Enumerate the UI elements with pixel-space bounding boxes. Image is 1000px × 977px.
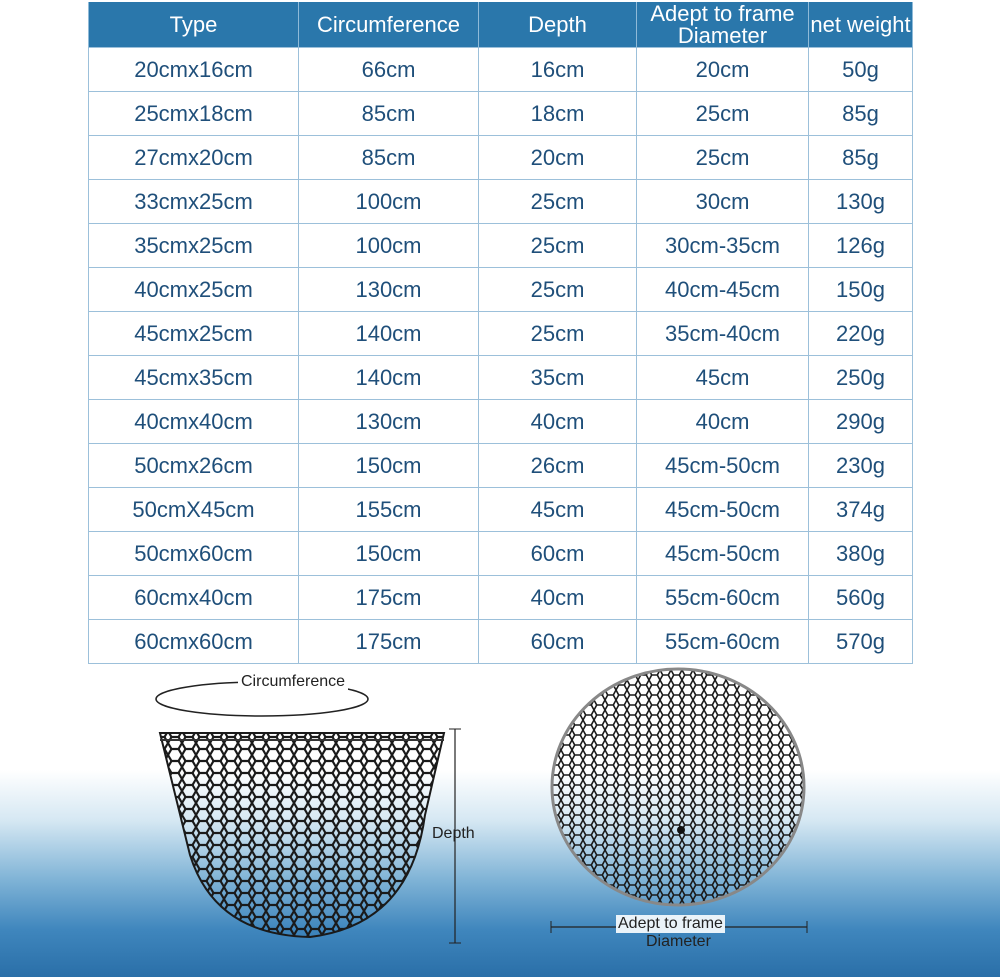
spec-table: Type Circumference Depth Adept to frame Dia… <box>88 2 913 664</box>
column-header: Circumference <box>298 2 479 48</box>
table-cell: 380g <box>808 531 913 576</box>
table-cell: 55cm-60cm <box>636 575 809 620</box>
table-cell: 30cm <box>636 179 809 224</box>
diameter-label-line2: Diameter <box>646 933 711 950</box>
table-cell: 60cmx60cm <box>88 619 299 664</box>
table-cell: 45cm-50cm <box>636 443 809 488</box>
table-row: 25cmx18cm 85cm 18cm 25cm 85g <box>88 91 913 136</box>
table-row: 40cmx25cm 130cm 25cm 40cm-45cm 150g <box>88 267 913 312</box>
circumference-label: Circumference <box>238 673 349 691</box>
table-cell: 45cm <box>636 355 809 400</box>
table-header-row: Type Circumference Depth Adept to frame Dia… <box>88 2 913 48</box>
table-cell: 25cm <box>636 135 809 180</box>
net-diagram: Circumference Depth Adept to frame Diame… <box>0 665 1000 977</box>
table-cell: 85cm <box>298 91 479 136</box>
table-row: 60cmx60cm 175cm 60cm 55cm-60cm 570g <box>88 619 913 664</box>
table-cell: 374g <box>808 487 913 532</box>
table-cell: 100cm <box>298 223 479 268</box>
table-cell: 60cm <box>478 531 637 576</box>
table-cell: 150cm <box>298 531 479 576</box>
table-cell: 60cm <box>478 619 637 664</box>
table-row: 40cmx40cm 130cm 40cm 40cm 290g <box>88 399 913 444</box>
table-row: 20cmx16cm 66cm 16cm 20cm 50g <box>88 47 913 92</box>
table-cell: 25cm <box>636 91 809 136</box>
table-cell: 50cmx26cm <box>88 443 299 488</box>
table-cell: 155cm <box>298 487 479 532</box>
table-cell: 85cm <box>298 135 479 180</box>
table-cell: 50g <box>808 47 913 92</box>
table-cell: 35cm-40cm <box>636 311 809 356</box>
table-cell: 140cm <box>298 311 479 356</box>
table-cell: 290g <box>808 399 913 444</box>
table-row: 45cmx35cm 140cm 35cm 45cm 250g <box>88 355 913 400</box>
table-cell: 33cmx25cm <box>88 179 299 224</box>
table-cell: 140cm <box>298 355 479 400</box>
table-cell: 26cm <box>478 443 637 488</box>
table-cell: 25cm <box>478 223 637 268</box>
table-cell: 25cm <box>478 267 637 312</box>
table-row: 33cmx25cm 100cm 25cm 30cm 130g <box>88 179 913 224</box>
table-cell: 45cmx25cm <box>88 311 299 356</box>
table-cell: 40cm <box>478 399 637 444</box>
table-cell: 66cm <box>298 47 479 92</box>
table-row: 45cmx25cm 140cm 25cm 35cm-40cm 220g <box>88 311 913 356</box>
table-cell: 85g <box>808 135 913 180</box>
table-cell: 35cm <box>478 355 637 400</box>
table-row: 50cmx60cm 150cm 60cm 45cm-50cm 380g <box>88 531 913 576</box>
frame-net <box>550 667 806 907</box>
table-cell: 130cm <box>298 267 479 312</box>
table-cell: 150g <box>808 267 913 312</box>
table-cell: 20cm <box>636 47 809 92</box>
table-row: 35cmx25cm 100cm 25cm 30cm-35cm 126g <box>88 223 913 268</box>
side-net <box>158 732 446 939</box>
table-cell: 85g <box>808 91 913 136</box>
table-cell: 40cm <box>636 399 809 444</box>
table-cell: 130cm <box>298 399 479 444</box>
table-cell: 40cmx40cm <box>88 399 299 444</box>
table-cell: 25cmx18cm <box>88 91 299 136</box>
table-cell: 50cmX45cm <box>88 487 299 532</box>
depth-label: Depth <box>432 825 475 842</box>
table-cell: 25cm <box>478 179 637 224</box>
table-cell: 175cm <box>298 575 479 620</box>
column-header: Type <box>88 2 299 48</box>
table-cell: 130g <box>808 179 913 224</box>
table-cell: 45cmx35cm <box>88 355 299 400</box>
table-cell: 570g <box>808 619 913 664</box>
table-cell: 60cmx40cm <box>88 575 299 620</box>
table-cell: 27cmx20cm <box>88 135 299 180</box>
table-cell: 220g <box>808 311 913 356</box>
table-cell: 45cm-50cm <box>636 487 809 532</box>
diameter-label-line1: Adept to frame <box>616 915 725 933</box>
table-cell: 175cm <box>298 619 479 664</box>
table-cell: 18cm <box>478 91 637 136</box>
table-cell: 45cm <box>478 487 637 532</box>
column-header: Depth <box>478 2 637 48</box>
table-cell: 250g <box>808 355 913 400</box>
table-cell: 560g <box>808 575 913 620</box>
table-row: 50cmx26cm 150cm 26cm 45cm-50cm 230g <box>88 443 913 488</box>
table-row: 27cmx20cm 85cm 20cm 25cm 85g <box>88 135 913 180</box>
table-cell: 40cm <box>478 575 637 620</box>
column-header: net weight <box>808 2 913 48</box>
table-cell: 55cm-60cm <box>636 619 809 664</box>
table-cell: 126g <box>808 223 913 268</box>
table-cell: 16cm <box>478 47 637 92</box>
table-cell: 40cm-45cm <box>636 267 809 312</box>
table-row: 50cmX45cm 155cm 45cm 45cm-50cm 374g <box>88 487 913 532</box>
table-cell: 45cm-50cm <box>636 531 809 576</box>
table-row: 60cmx40cm 175cm 40cm 55cm-60cm 560g <box>88 575 913 620</box>
table-cell: 30cm-35cm <box>636 223 809 268</box>
table-cell: 35cmx25cm <box>88 223 299 268</box>
table-cell: 150cm <box>298 443 479 488</box>
column-header: Adept to frame Diameter <box>636 2 809 48</box>
table-cell: 50cmx60cm <box>88 531 299 576</box>
table-cell: 40cmx25cm <box>88 267 299 312</box>
table-cell: 20cm <box>478 135 637 180</box>
table-cell: 100cm <box>298 179 479 224</box>
table-cell: 230g <box>808 443 913 488</box>
table-cell: 20cmx16cm <box>88 47 299 92</box>
table-cell: 25cm <box>478 311 637 356</box>
